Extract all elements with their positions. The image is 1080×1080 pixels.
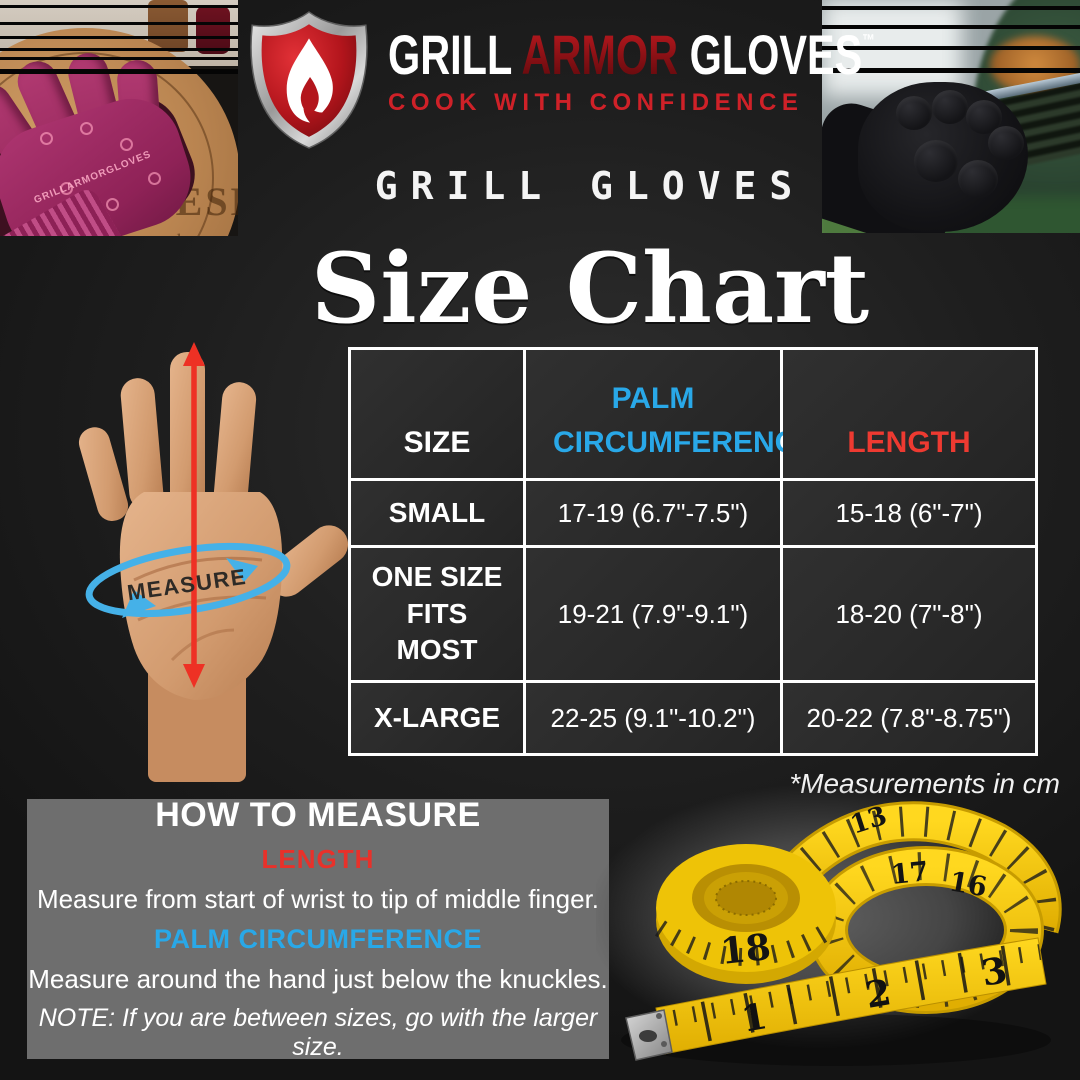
tape-number: 16 <box>947 866 989 903</box>
hand-illustration: MEASURE <box>78 342 349 782</box>
palm-instruction: Measure around the hand just below the k… <box>28 964 608 994</box>
how-to-measure-panel: HOW TO MEASURE LENGTH Measure from start… <box>27 796 609 1061</box>
column-header-palm-circumference: PALM CIRCUMFERENCE <box>553 382 817 459</box>
brand-name: GRILL ARMOR GLOVES™ <box>388 23 875 86</box>
brand-word-armor: ARMOR <box>521 23 679 86</box>
product-line-heading: GRILL GLOVES <box>374 164 806 208</box>
column-header-length: LENGTH <box>783 350 1035 478</box>
glove-knuckle <box>932 90 968 124</box>
palm-circumference-heading: PALM CIRCUMFERENCE <box>154 924 482 954</box>
brand-tagline: COOK WITH CONFIDENCE <box>388 88 804 116</box>
photo-black-glove-grill <box>822 0 1080 233</box>
glove-knuckle <box>896 96 932 130</box>
trademark-symbol: ™ <box>862 31 875 50</box>
glove-pattern-dot <box>80 122 93 135</box>
black-glove-fist <box>858 82 1028 232</box>
brand-word-gloves: GLOVES <box>689 23 863 86</box>
grate-shadow-line <box>822 25 1080 29</box>
brand-wordmark: GRILL ARMOR GLOVES™ COOK WITH CONFIDENCE <box>388 23 875 117</box>
table-row-size: SMALL <box>351 481 523 545</box>
brand-shield-logo <box>243 8 375 155</box>
length-arrow <box>183 342 205 688</box>
length-heading: LENGTH <box>261 844 375 874</box>
how-to-measure-title: HOW TO MEASURE <box>155 796 481 834</box>
column-header-size: SIZE <box>351 350 523 478</box>
tape-number: 18 <box>719 926 773 973</box>
glove-pattern-dot <box>60 182 73 195</box>
brand-word-grill: GRILL <box>388 23 512 86</box>
table-row-length: 20-22 (7.8"-8.75") <box>783 683 1035 753</box>
measuring-tape-photo: 13 17 16 9 18 <box>596 778 1080 1080</box>
glove-pattern-dot <box>120 138 133 151</box>
tape-back-ribbon: 13 <box>776 801 1062 934</box>
grate-shadow-line <box>0 36 238 39</box>
glove-pattern-dot <box>148 172 161 185</box>
photo-gloves-on-board: CHEESE Qualidade -Beaufort- GRILLARMORGL… <box>0 0 238 236</box>
tape-left-coil: 18 <box>654 844 838 984</box>
grate-shadow-line <box>0 5 238 8</box>
maroon-grill-glove: GRILLARMORGLOVES <box>0 48 204 236</box>
table-row-length: 15-18 (6"-7") <box>783 481 1035 545</box>
table-row-size: ONE SIZE FITS MOST <box>351 548 523 680</box>
glove-knuckle <box>914 140 958 182</box>
length-instruction: Measure from start of wrist to tip of mi… <box>36 884 600 914</box>
grate-shadow-line <box>822 6 1080 10</box>
page-title: Size Chart <box>310 232 870 345</box>
table-row-size: X-LARGE <box>351 683 523 753</box>
measuring-tape-illustration: 13 17 16 9 18 <box>621 801 1062 1066</box>
hand-measure-diagram: MEASURE <box>22 330 354 782</box>
size-chart-table: SIZE PALM CIRCUMFERENCE LENGTH SMALL 17-… <box>348 347 1038 756</box>
grate-shadow-line <box>0 57 238 60</box>
table-row-palm: 22-25 (9.1"-10.2") <box>526 683 780 753</box>
grate-shadow-line <box>0 48 238 51</box>
table-row-length: 18-20 (7"-8") <box>783 548 1035 680</box>
table-row-palm: 19-21 (7.9"-9.1") <box>526 548 780 680</box>
jam-jar-prop <box>196 6 230 54</box>
shield-flame-icon <box>250 11 368 149</box>
grate-shadow-line <box>0 22 238 25</box>
sizing-note: NOTE: If you are between sizes, go with … <box>38 1004 598 1061</box>
glove-knuckle <box>958 160 998 198</box>
glove-knuckle <box>988 126 1024 160</box>
tape-front-strip: 1 2 3 <box>625 937 1047 1061</box>
glove-pattern-dot <box>40 132 53 145</box>
grate-shadow-line <box>822 68 1080 73</box>
glove-pattern-dot <box>106 198 119 211</box>
grate-shadow-line <box>0 69 238 74</box>
table-row-palm: 17-19 (6.7"-7.5") <box>526 481 780 545</box>
grate-shadow-line <box>822 46 1080 50</box>
tape-number: 17 <box>889 856 930 891</box>
